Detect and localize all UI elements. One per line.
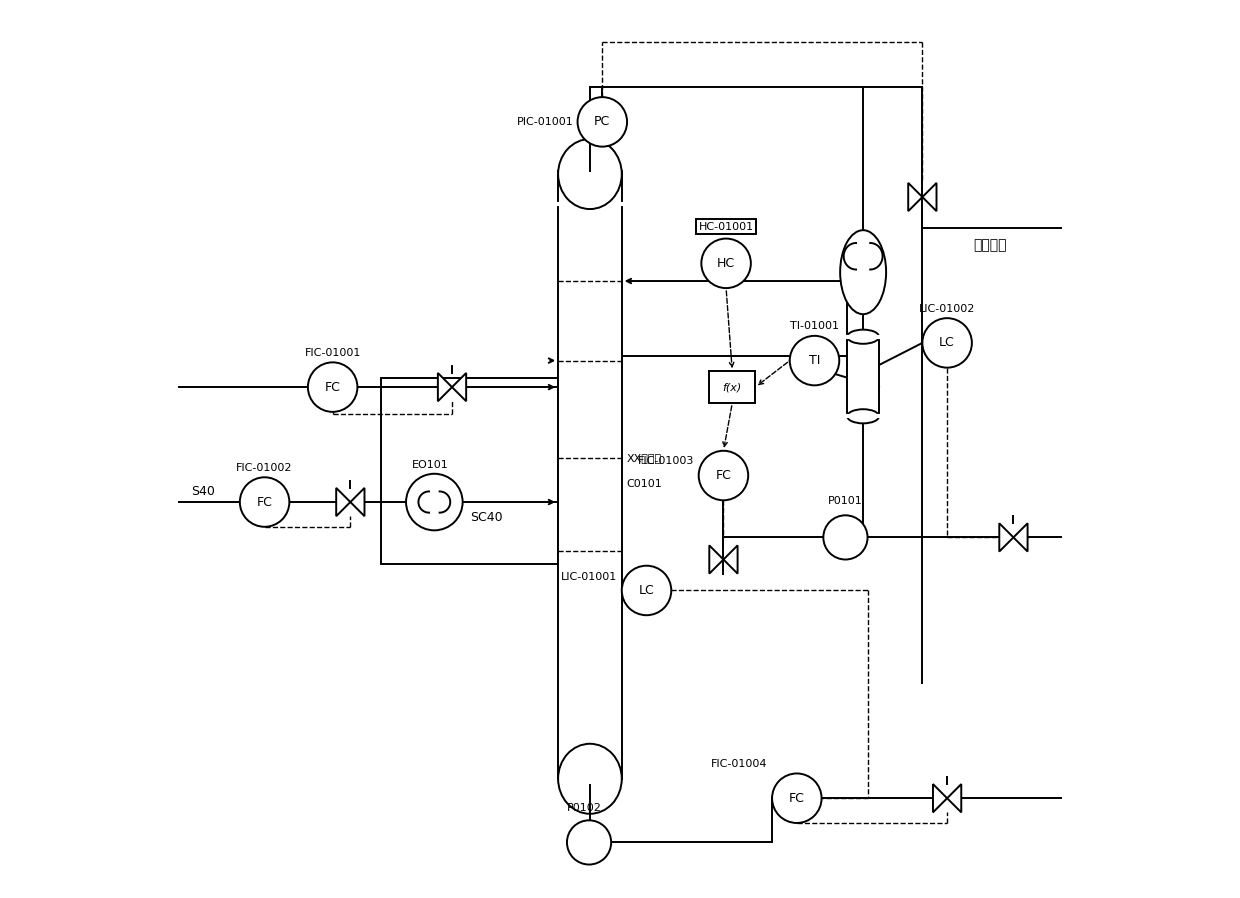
Text: EO101: EO101: [412, 460, 449, 471]
Polygon shape: [908, 183, 923, 211]
Ellipse shape: [558, 744, 621, 814]
Ellipse shape: [558, 139, 621, 209]
Circle shape: [698, 451, 748, 500]
Text: SC40: SC40: [470, 511, 502, 524]
Polygon shape: [453, 373, 466, 401]
Circle shape: [621, 566, 671, 615]
Text: FC: FC: [257, 496, 273, 508]
Bar: [847, 337, 879, 417]
Text: P0102: P0102: [567, 803, 603, 814]
Text: f(x): f(x): [723, 383, 742, 392]
Text: FC: FC: [325, 381, 341, 393]
Polygon shape: [723, 545, 738, 574]
Text: TI-01001: TI-01001: [790, 321, 839, 331]
Text: LIC-01001: LIC-01001: [560, 572, 618, 582]
Text: PC: PC: [594, 115, 610, 128]
Circle shape: [578, 97, 627, 146]
Bar: [709, 371, 755, 403]
Text: FC: FC: [789, 792, 805, 805]
Text: HC-01001: HC-01001: [698, 222, 754, 232]
Text: C0101: C0101: [626, 480, 662, 489]
Text: P0101: P0101: [828, 497, 863, 506]
Bar: [558, 171, 621, 782]
Text: PIC-01001: PIC-01001: [516, 117, 573, 127]
Circle shape: [790, 336, 839, 385]
Ellipse shape: [847, 330, 879, 344]
Ellipse shape: [847, 409, 879, 423]
Polygon shape: [923, 183, 936, 211]
Text: FC: FC: [715, 469, 732, 482]
Text: FIC-01002: FIC-01002: [237, 462, 293, 473]
Text: LIC-01002: LIC-01002: [919, 304, 976, 313]
Text: XX产品塔: XX产品塔: [626, 453, 661, 462]
Text: 真空系统: 真空系统: [973, 239, 1007, 252]
Text: S40: S40: [191, 485, 215, 497]
Polygon shape: [999, 524, 1013, 551]
Circle shape: [823, 515, 868, 559]
Circle shape: [405, 474, 463, 531]
Text: FIC-01004: FIC-01004: [712, 759, 768, 769]
Text: TI: TI: [808, 354, 820, 367]
Polygon shape: [1013, 524, 1028, 551]
Polygon shape: [438, 373, 453, 401]
Bar: [381, 378, 558, 564]
Polygon shape: [351, 488, 365, 516]
Text: LC: LC: [939, 337, 955, 349]
Circle shape: [308, 363, 357, 412]
Circle shape: [239, 478, 289, 527]
Circle shape: [702, 239, 751, 288]
Polygon shape: [947, 784, 961, 813]
Polygon shape: [932, 784, 947, 813]
Circle shape: [923, 318, 972, 367]
Circle shape: [773, 773, 822, 823]
Text: FIC-01001: FIC-01001: [305, 348, 361, 358]
Circle shape: [567, 821, 611, 865]
Polygon shape: [709, 545, 723, 574]
Text: LC: LC: [639, 584, 655, 597]
Text: FIC-01003: FIC-01003: [637, 455, 694, 466]
Text: HC: HC: [717, 257, 735, 269]
Polygon shape: [336, 488, 351, 516]
Ellipse shape: [841, 230, 887, 314]
